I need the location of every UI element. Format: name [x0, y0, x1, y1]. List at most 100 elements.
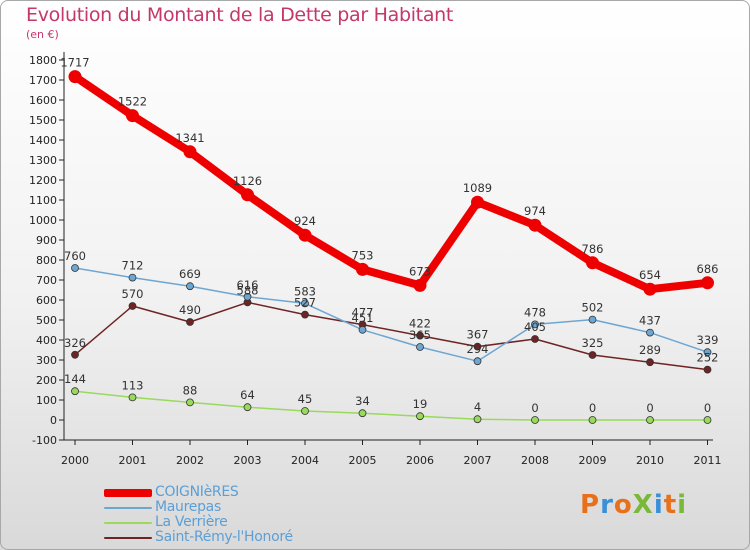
logo-letter: i: [677, 490, 688, 520]
data-label: 4: [474, 400, 481, 414]
data-point: [416, 412, 424, 421]
y-tick-label: 1700: [29, 74, 57, 87]
y-tick-label: 1400: [29, 134, 57, 147]
data-point: [186, 318, 194, 326]
data-label: 673: [409, 264, 431, 278]
data-point: [186, 398, 194, 407]
y-tick-label: 100: [36, 394, 57, 407]
data-label: 1522: [118, 95, 147, 109]
data-point: [471, 195, 484, 209]
data-label: 367: [467, 328, 489, 342]
legend-label: Saint-Rémy-l'Honoré: [155, 529, 293, 545]
x-tick-label: 2008: [521, 454, 549, 467]
y-tick-label: 1300: [29, 154, 57, 167]
data-label: 325: [582, 336, 604, 350]
data-label: 0: [646, 401, 653, 415]
data-label: 760: [64, 249, 86, 263]
legend-label: La Verrière: [155, 514, 228, 530]
data-point: [186, 282, 194, 291]
y-tick-label: 1800: [29, 54, 57, 67]
logo-letter: i: [653, 490, 664, 520]
data-label: 753: [352, 248, 374, 262]
data-point: [71, 350, 79, 359]
y-tick-label: 500: [36, 314, 57, 327]
data-point: [126, 109, 139, 123]
x-tick-label: 2005: [349, 454, 377, 467]
data-point: [588, 416, 597, 424]
data-point: [646, 416, 654, 424]
logo-letter: P: [580, 490, 601, 520]
data-point: [68, 70, 82, 84]
data-point: [588, 351, 597, 359]
data-label: 0: [531, 401, 538, 415]
data-label: 502: [582, 301, 604, 315]
data-point: [588, 315, 597, 324]
data-point: [586, 256, 599, 270]
y-tick-label: 1200: [29, 174, 57, 187]
data-label: 527: [294, 296, 316, 310]
unit-label: (en €): [26, 28, 59, 41]
data-label: 405: [524, 320, 546, 334]
data-point: [241, 188, 254, 202]
data-point: [703, 416, 712, 424]
logo-letter: r: [600, 490, 614, 520]
x-tick-label: 2011: [694, 454, 722, 467]
data-point: [416, 343, 424, 351]
data-label: 669: [179, 267, 201, 281]
x-tick-label: 2003: [234, 454, 262, 467]
y-tick-label: 700: [36, 274, 57, 287]
legend-swatch: [104, 489, 152, 497]
data-label: 712: [122, 259, 144, 273]
legend-label: Maurepas: [155, 499, 221, 515]
data-label: 686: [697, 262, 719, 276]
data-label: 88: [183, 383, 198, 397]
series-line: [74, 267, 709, 362]
y-tick-label: 1000: [29, 214, 57, 227]
y-tick-label: 600: [36, 294, 57, 307]
y-tick-label: 1500: [29, 114, 57, 127]
y-tick-label: 300: [36, 354, 57, 367]
data-label: 1126: [233, 174, 262, 188]
data-label: 583: [294, 284, 316, 298]
data-point: [301, 299, 309, 308]
data-label: 294: [467, 342, 489, 356]
data-point: [71, 264, 79, 272]
data-point: [183, 145, 197, 159]
data-point: [528, 218, 542, 232]
data-point: [473, 357, 482, 366]
data-point: [703, 348, 712, 357]
data-point: [128, 302, 137, 310]
data-point: [531, 335, 539, 343]
data-label: 289: [639, 343, 661, 357]
data-point: [646, 328, 654, 337]
y-tick-label: 200: [36, 374, 57, 387]
x-tick-label: 2001: [119, 454, 147, 467]
data-label: 451: [352, 311, 374, 325]
data-point: [301, 407, 309, 415]
legend-swatch: [104, 522, 152, 524]
data-point: [646, 358, 654, 367]
legend-swatch: [104, 507, 152, 509]
data-point: [358, 409, 367, 418]
data-label: 45: [298, 392, 313, 406]
data-label: 654: [639, 268, 661, 282]
data-label: 1717: [60, 56, 89, 70]
x-tick-label: 2006: [406, 454, 434, 467]
data-label: 326: [64, 336, 86, 350]
data-label: 437: [639, 314, 661, 328]
data-point: [703, 365, 712, 374]
data-label: 64: [240, 388, 255, 402]
data-point: [701, 276, 714, 290]
legend-label: COIGNIèRES: [155, 484, 239, 500]
data-point: [531, 416, 539, 424]
data-point: [301, 310, 309, 319]
x-tick-label: 2010: [636, 454, 664, 467]
y-tick-label: 400: [36, 334, 57, 347]
data-label: 924: [294, 214, 316, 228]
data-point: [531, 320, 539, 329]
y-tick-label: 900: [36, 234, 57, 247]
data-point: [71, 387, 79, 396]
data-point: [128, 393, 137, 402]
data-label: 588: [237, 283, 259, 297]
